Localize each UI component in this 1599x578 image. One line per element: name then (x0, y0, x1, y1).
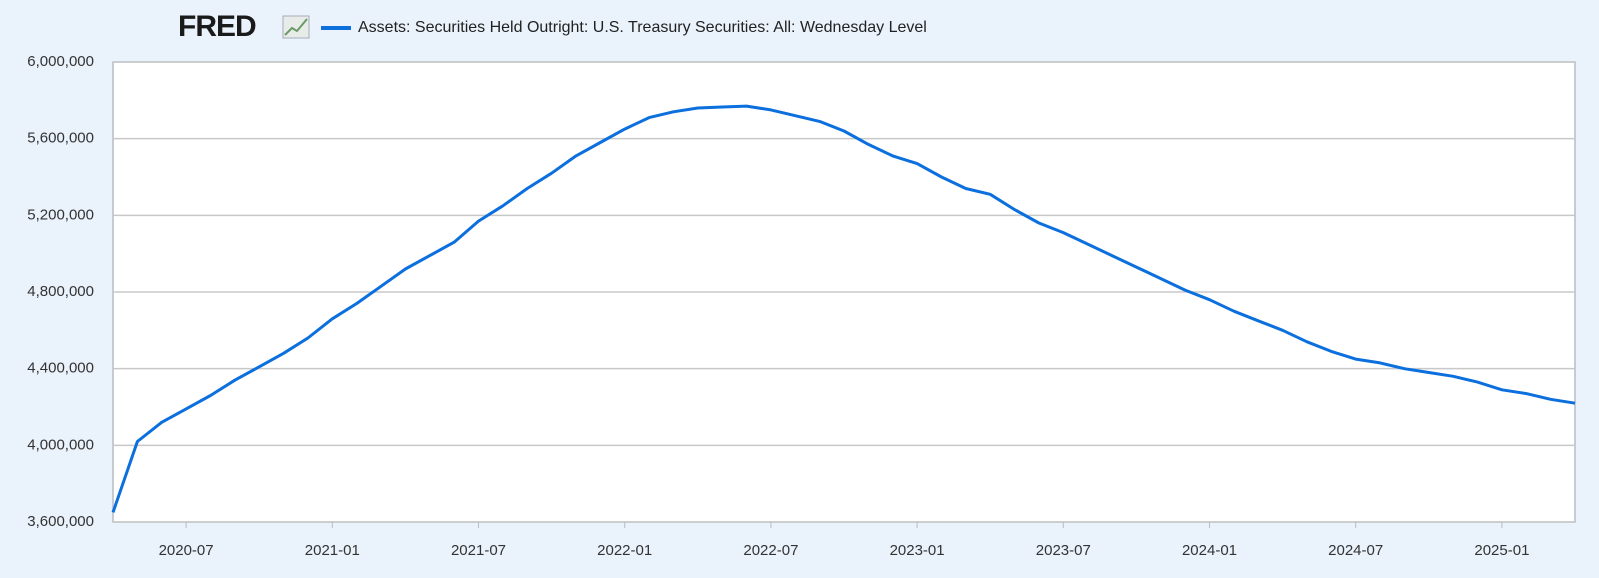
x-tick-label: 2023-01 (890, 542, 945, 559)
x-tick-label: 2024-07 (1328, 542, 1383, 559)
x-tick-label: 2021-07 (451, 542, 506, 559)
x-tick-label: 2025-01 (1474, 542, 1529, 559)
y-tick-label: 4,000,000 (27, 436, 94, 453)
x-tick-label: 2021-01 (305, 542, 360, 559)
y-tick-label: 4,400,000 (27, 360, 94, 377)
x-tick-label: 2022-07 (743, 542, 798, 559)
logo: FRED (178, 10, 256, 43)
y-tick-label: 3,600,000 (27, 513, 94, 530)
y-tick-label: 5,200,000 (27, 206, 94, 223)
data-line (111, 104, 1576, 513)
y-tick-label: 4,800,000 (27, 283, 94, 300)
x-tick-label: 2023-07 (1036, 542, 1091, 559)
x-tick-label: 2020-07 (159, 542, 214, 559)
logo-icon (282, 15, 310, 39)
y-tick-label: 5,600,000 (27, 130, 94, 147)
legend-label: Assets: Securities Held Outright: U.S. T… (358, 19, 927, 36)
y-tick-label: 6,000,000 (27, 53, 94, 70)
x-tick-label: 2024-01 (1182, 542, 1237, 559)
x-tick-label: 2022-01 (597, 542, 652, 559)
